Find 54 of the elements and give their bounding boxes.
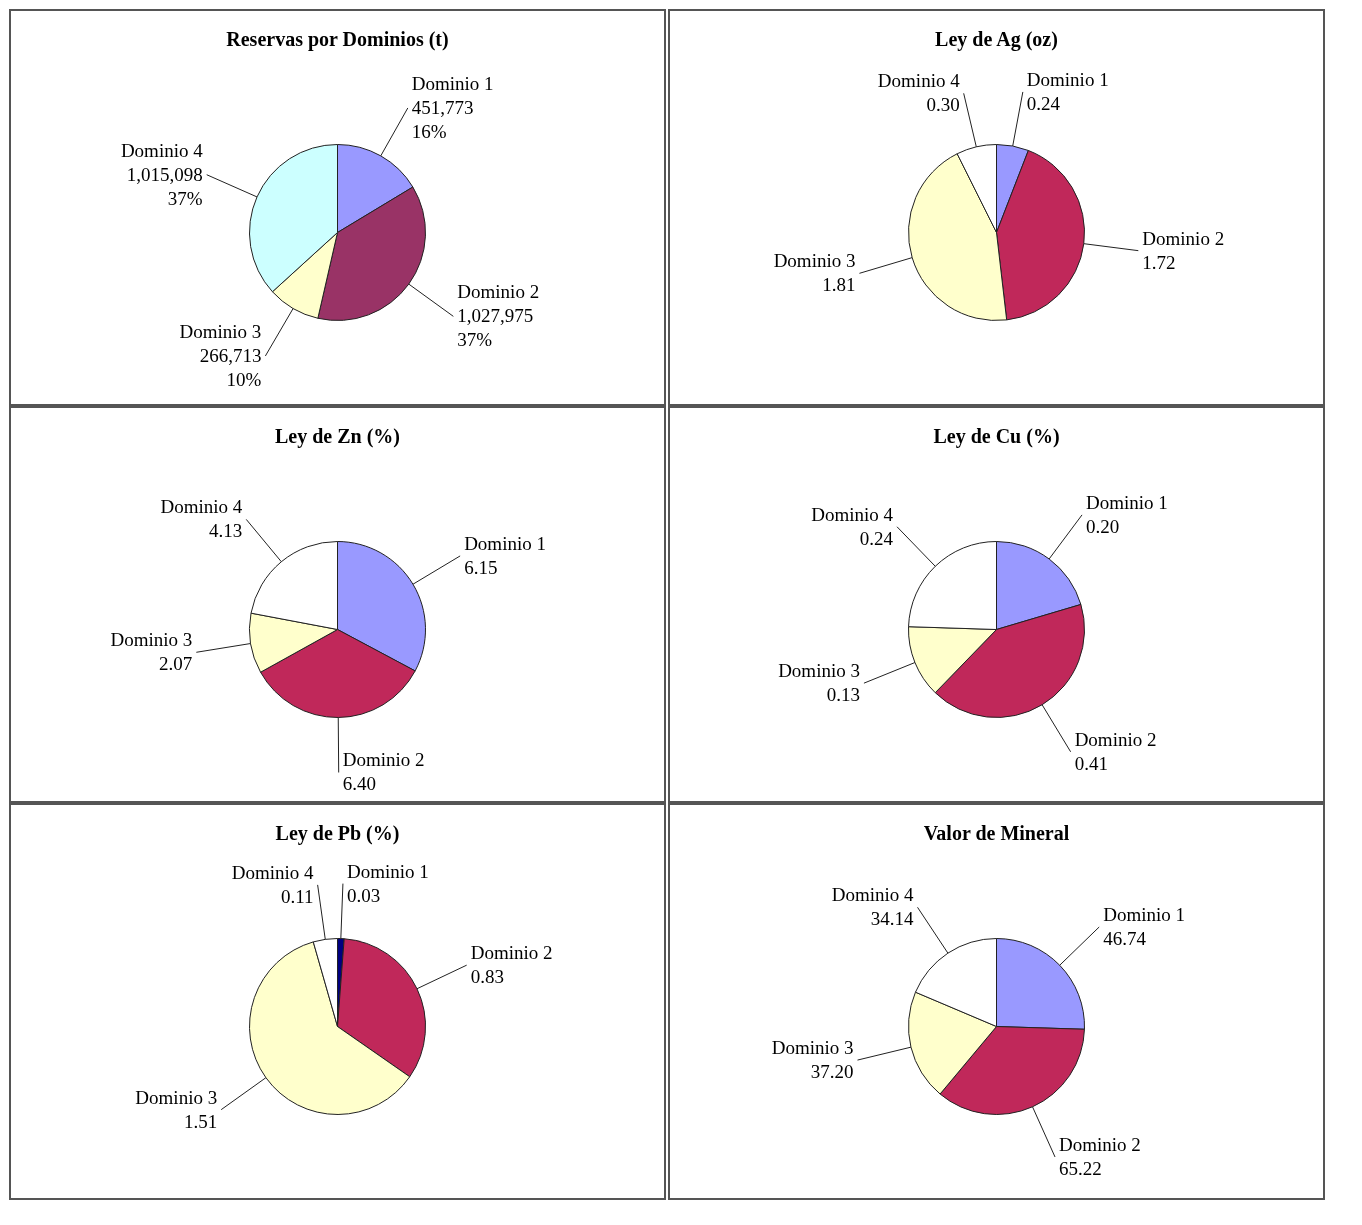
data-label: 0.11 — [281, 885, 314, 907]
slice-label: Dominio 2 — [457, 281, 540, 303]
chart-title: Valor de Mineral — [923, 822, 1070, 844]
slice-label: Dominio 4 — [120, 139, 204, 161]
slice-label: Dominio 3 — [110, 629, 193, 651]
data-label: 0.30 — [926, 94, 960, 116]
slice-label: Dominio 4 — [831, 884, 915, 906]
slice-label: Dominio 4 — [811, 503, 894, 525]
data-label: 2.07 — [159, 653, 193, 675]
slice-label: Dominio 1 — [464, 532, 546, 554]
data-label: 0.83 — [470, 966, 504, 988]
data-label: 1,027,975 37% — [457, 305, 534, 351]
slice-label: Dominio 3 — [773, 250, 856, 272]
chart-title: Ley de Pb (%) — [275, 822, 400, 845]
data-label: 0.20 — [1086, 515, 1120, 537]
data-label: 1.72 — [1142, 251, 1176, 273]
slice-label: Dominio 2 — [470, 942, 553, 964]
data-label: 266,713 10% — [199, 344, 262, 390]
data-label: 0.03 — [346, 884, 381, 906]
data-label: 0.41 — [1074, 752, 1108, 774]
data-label: 1,015,098 37% — [126, 163, 203, 209]
slice-label: Dominio 4 — [231, 861, 315, 883]
chart-title: Reservas por Dominios (t) — [226, 28, 449, 51]
data-label: 6.15 — [464, 556, 498, 578]
data-label: 0.24 — [859, 527, 894, 549]
data-label: 37.20 — [810, 1061, 854, 1083]
data-label: 0.24 — [1026, 92, 1061, 114]
data-label: 1.81 — [822, 274, 856, 296]
chart-title: Ley de Ag (oz) — [935, 28, 1058, 51]
chart-title: Ley de Cu (%) — [933, 425, 1060, 448]
data-label: 0.13 — [826, 684, 860, 706]
slice-label: Dominio 1 — [1103, 903, 1185, 925]
slice-label: Dominio 1 — [346, 860, 429, 882]
data-label: 65.22 — [1059, 1157, 1102, 1179]
slice-label: Dominio 3 — [778, 660, 860, 682]
data-label: 6.40 — [342, 773, 376, 795]
slice-label: Dominio 2 — [1059, 1133, 1141, 1155]
data-label: 451,773 16% — [411, 96, 474, 142]
slice-label: Dominio 4 — [160, 496, 243, 518]
data-label: 34.14 — [870, 908, 915, 930]
slice-label: Dominio 3 — [135, 1086, 218, 1108]
data-label: 46.74 — [1103, 927, 1147, 949]
data-label: 4.13 — [209, 520, 243, 542]
slice-label: Dominio 4 — [877, 70, 961, 92]
slice-label: Dominio 1 — [1086, 491, 1168, 513]
slice-label: Dominio 2 — [342, 749, 425, 771]
slice-label: Dominio 3 — [179, 320, 262, 342]
slice-label: Dominio 1 — [1026, 68, 1109, 90]
slice-label: Dominio 2 — [1074, 728, 1157, 750]
chart-title: Ley de Zn (%) — [275, 425, 400, 448]
data-label: 1.51 — [183, 1110, 218, 1132]
slice-label: Dominio 1 — [411, 72, 494, 94]
slice-label: Dominio 3 — [771, 1037, 854, 1059]
slice-label: Dominio 2 — [1142, 227, 1225, 249]
